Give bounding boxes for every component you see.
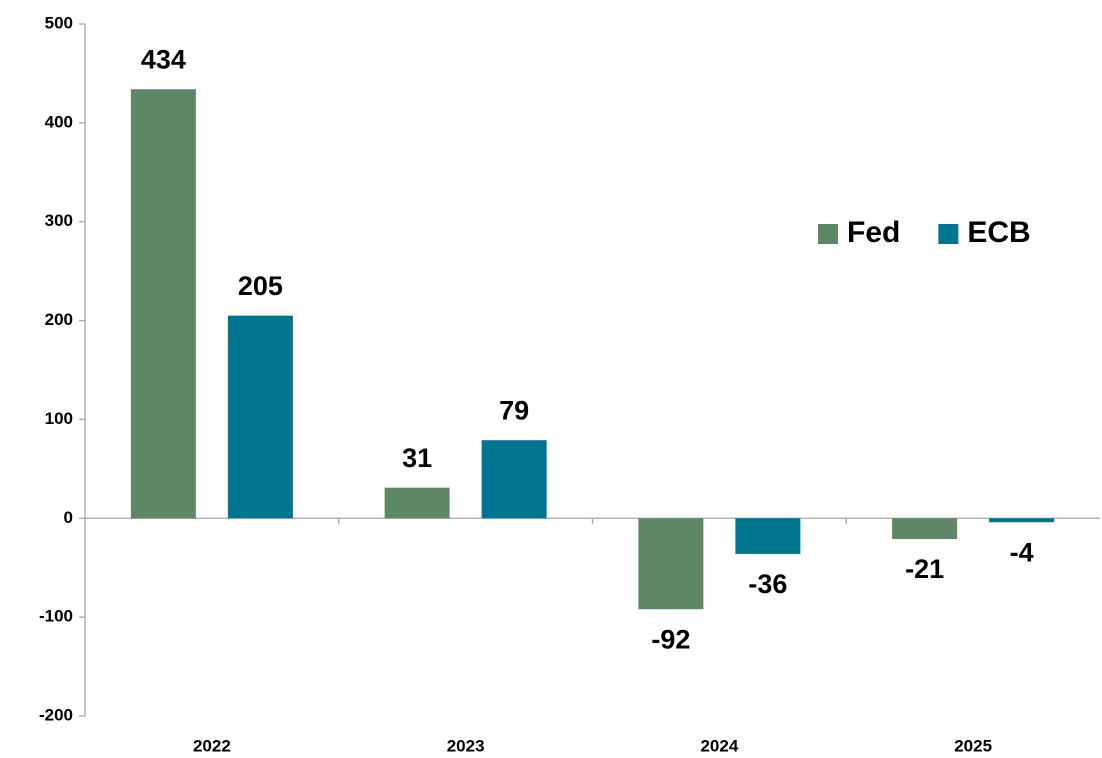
y-tick-label: 500 bbox=[45, 13, 73, 32]
y-tick-label: 0 bbox=[64, 508, 73, 527]
bar bbox=[892, 518, 958, 540]
x-tick-label: 2025 bbox=[954, 736, 992, 755]
bar bbox=[735, 518, 801, 554]
bar bbox=[130, 89, 196, 519]
data-label: 205 bbox=[238, 271, 283, 301]
data-label: 434 bbox=[141, 44, 186, 74]
legend-swatch bbox=[818, 224, 838, 244]
data-label: 79 bbox=[499, 395, 529, 425]
y-tick-label: 400 bbox=[45, 112, 73, 131]
x-tick-label: 2022 bbox=[193, 736, 231, 755]
data-label: -21 bbox=[905, 554, 944, 584]
bar bbox=[638, 518, 704, 610]
legend-label: Fed bbox=[847, 216, 900, 249]
y-tick-label: 200 bbox=[45, 310, 73, 329]
data-label: -4 bbox=[1010, 537, 1034, 567]
data-label: -92 bbox=[651, 624, 690, 654]
bar bbox=[384, 487, 450, 519]
x-tick-label: 2024 bbox=[700, 736, 738, 755]
data-label: 31 bbox=[402, 443, 432, 473]
bar bbox=[481, 440, 547, 519]
y-tick-label: -100 bbox=[39, 607, 73, 626]
bar bbox=[227, 315, 293, 519]
legend-swatch bbox=[938, 224, 959, 244]
x-tick-label: 2023 bbox=[447, 736, 485, 755]
y-tick-label: 100 bbox=[45, 409, 73, 428]
y-tick-label: 300 bbox=[45, 211, 73, 230]
y-tick-label: -200 bbox=[39, 705, 73, 724]
legend-label: ECB bbox=[967, 216, 1030, 249]
bar bbox=[989, 518, 1055, 523]
data-label: -36 bbox=[748, 569, 787, 599]
